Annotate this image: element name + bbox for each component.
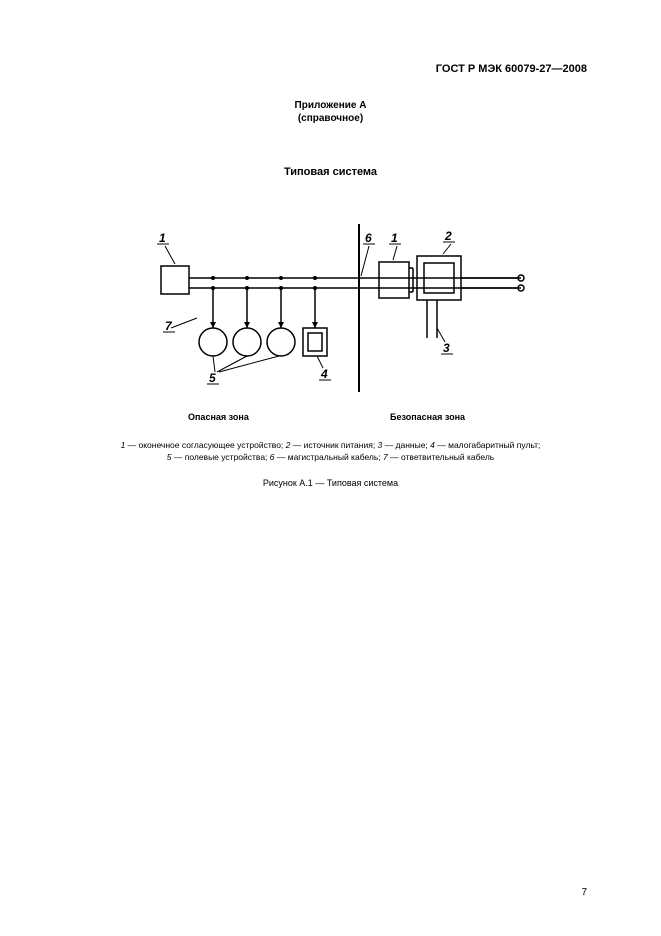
svg-text:1: 1 [391, 231, 398, 245]
system-diagram: 1 6 1 2 3 4 5 7 [121, 206, 541, 406]
svg-text:3: 3 [443, 341, 450, 355]
svg-text:1: 1 [159, 231, 166, 245]
annex-title: Приложение А [70, 100, 591, 111]
page-number: 7 [581, 887, 587, 898]
safe-zone-label: Безопасная зона [390, 412, 465, 422]
legend: 1 — оконечное согласующее устройство; 2 … [70, 440, 591, 464]
legend-line-2: 5 — полевые устройства; 6 — магистральны… [70, 452, 591, 464]
svg-text:2: 2 [444, 229, 452, 243]
svg-text:7: 7 [165, 319, 173, 333]
svg-text:4: 4 [320, 367, 328, 381]
document-page: ГОСТ Р МЭК 60079-27—2008 Приложение А (с… [0, 0, 661, 936]
svg-text:6: 6 [365, 231, 372, 245]
annex-subtitle: (справочное) [70, 113, 591, 124]
main-title: Типовая система [70, 166, 591, 178]
legend-line-1: 1 — оконечное согласующее устройство; 2 … [70, 440, 591, 452]
svg-text:5: 5 [209, 371, 216, 385]
standard-header: ГОСТ Р МЭК 60079-27—2008 [436, 63, 587, 75]
hazardous-zone-label: Опасная зона [188, 412, 249, 422]
figure-caption: Рисунок А.1 — Типовая система [70, 478, 591, 488]
